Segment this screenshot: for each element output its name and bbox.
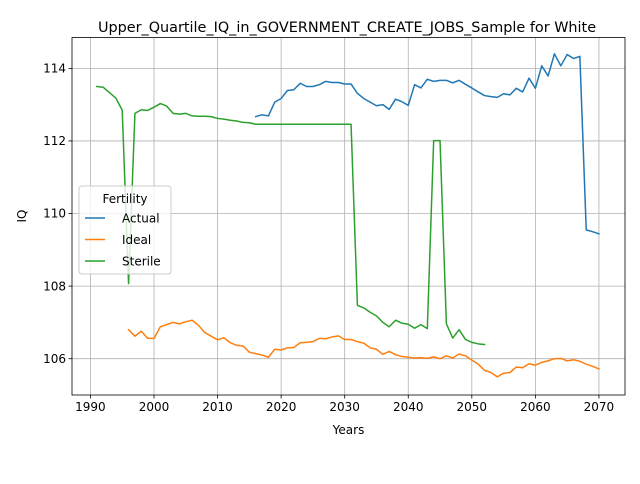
x-tick-label: 2030 bbox=[329, 400, 360, 414]
axis-ticks: 1990 2000 2010 2020 2030 2040 2050 2060 2070 106 1… bbox=[43, 62, 614, 414]
y-tick-label: 110 bbox=[43, 207, 66, 221]
series-lines bbox=[95, 53, 600, 378]
series-line-actual bbox=[254, 53, 600, 235]
x-tick-label: 1990 bbox=[75, 400, 106, 414]
x-tick-label: 2020 bbox=[266, 400, 297, 414]
legend-box bbox=[78, 185, 172, 275]
plot-area-frame bbox=[71, 37, 626, 396]
y-axis-label: IQ bbox=[15, 210, 29, 223]
legend-title: Fertility bbox=[102, 192, 147, 206]
x-tick-label: 2010 bbox=[202, 400, 233, 414]
chart-title: Upper_Quartile_IQ_in_GOVERNMENT_CREATE_J… bbox=[98, 20, 596, 36]
x-tick-label: 2070 bbox=[584, 400, 615, 414]
x-axis-label: Years bbox=[332, 423, 365, 437]
legend-items: Actual Ideal Sterile bbox=[85, 212, 161, 269]
legend-label-ideal: Ideal bbox=[122, 233, 151, 247]
y-tick-label: 112 bbox=[43, 134, 66, 148]
x-tick-label: 2050 bbox=[457, 400, 488, 414]
x-tick-label: 2060 bbox=[520, 400, 551, 414]
y-tick-label: 114 bbox=[43, 62, 66, 76]
series-line-sterile bbox=[95, 85, 486, 346]
x-tick-label: 2000 bbox=[139, 400, 170, 414]
legend-label-sterile: Sterile bbox=[122, 255, 161, 269]
series-line-ideal bbox=[127, 319, 600, 378]
legend: Fertility Actual Ideal Sterile bbox=[78, 185, 172, 275]
gridlines bbox=[72, 37, 625, 395]
x-tick-label: 2040 bbox=[393, 400, 424, 414]
y-tick-label: 108 bbox=[43, 279, 66, 293]
y-tick-label: 106 bbox=[43, 352, 66, 366]
legend-label-actual: Actual bbox=[122, 212, 160, 226]
